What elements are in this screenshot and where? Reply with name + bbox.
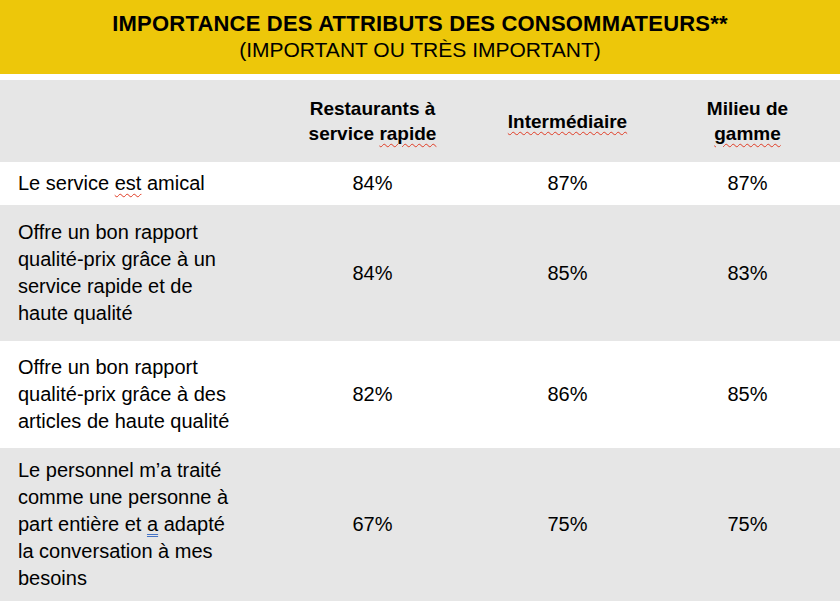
value-cell: 75% — [655, 448, 840, 601]
value-cell: 67% — [265, 448, 480, 601]
table-title-bar: IMPORTANCE DES ATTRIBUTS DES CONSOMMATEU… — [0, 0, 840, 74]
text-segment: Offre un bon rapport qualité-prix grâce … — [18, 221, 216, 324]
column-header-label: Intermédiaire — [508, 109, 627, 134]
text-segment: Offre un bon rapport qualité-prix grâce … — [18, 356, 229, 432]
table-header-row: Restaurants à service rapide Intermédiair… — [0, 80, 840, 162]
value-cell: 86% — [480, 341, 655, 448]
column-header-label: Milieu de gamme — [707, 96, 788, 146]
attribute-label: Offre un bon rapport qualité-prix grâce … — [18, 354, 229, 435]
spellcheck-underline: est — [115, 172, 142, 194]
attribute-cell: Le personnel m’a traité comme une person… — [0, 448, 265, 601]
attribute-cell: Offre un bon rapport qualité-prix grâce … — [0, 205, 265, 341]
spellcheck-underline: rapide — [379, 123, 436, 144]
value-cell: 84% — [265, 162, 480, 205]
grammar-underline: a — [147, 513, 158, 535]
column-header: Milieu de gamme — [655, 80, 840, 162]
attribute-label: Le service est amical — [18, 170, 205, 197]
text-segment: amical — [141, 172, 204, 194]
value-cell: 82% — [265, 341, 480, 448]
column-header: Restaurants à service rapide — [265, 80, 480, 162]
column-header: Intermédiaire — [480, 80, 655, 162]
spellcheck-underline: Intermédiaire — [508, 111, 627, 132]
table-row: Le personnel m’a traité comme une person… — [0, 448, 840, 601]
value-cell: 87% — [480, 162, 655, 205]
table-title: IMPORTANCE DES ATTRIBUTS DES CONSOMMATEU… — [112, 11, 727, 37]
attribute-label: Le personnel m’a traité comme une person… — [18, 457, 228, 592]
value-cell: 85% — [655, 341, 840, 448]
column-header-label: Restaurants à service rapide — [309, 96, 437, 146]
spellcheck-underline: gamme — [714, 123, 781, 144]
attribute-cell: Offre un bon rapport qualité-prix grâce … — [0, 341, 265, 448]
text-segment: Le service — [18, 172, 115, 194]
column-header-spacer — [0, 80, 265, 162]
consumer-attributes-table: IMPORTANCE DES ATTRIBUTS DES CONSOMMATEU… — [0, 0, 840, 601]
value-cell: 83% — [655, 205, 840, 341]
value-cell: 75% — [480, 448, 655, 601]
table-row: Le service est amical84%87%87% — [0, 162, 840, 205]
attribute-label: Offre un bon rapport qualité-prix grâce … — [18, 219, 216, 327]
table-row: Offre un bon rapport qualité-prix grâce … — [0, 341, 840, 448]
value-cell: 85% — [480, 205, 655, 341]
value-cell: 87% — [655, 162, 840, 205]
text-segment: Milieu de — [707, 98, 788, 119]
data-table: Restaurants à service rapide Intermédiair… — [0, 80, 840, 601]
attribute-cell: Le service est amical — [0, 162, 265, 205]
value-cell: 84% — [265, 205, 480, 341]
table-row: Offre un bon rapport qualité-prix grâce … — [0, 205, 840, 341]
table-subtitle: (IMPORTANT OU TRÈS IMPORTANT) — [239, 37, 601, 63]
